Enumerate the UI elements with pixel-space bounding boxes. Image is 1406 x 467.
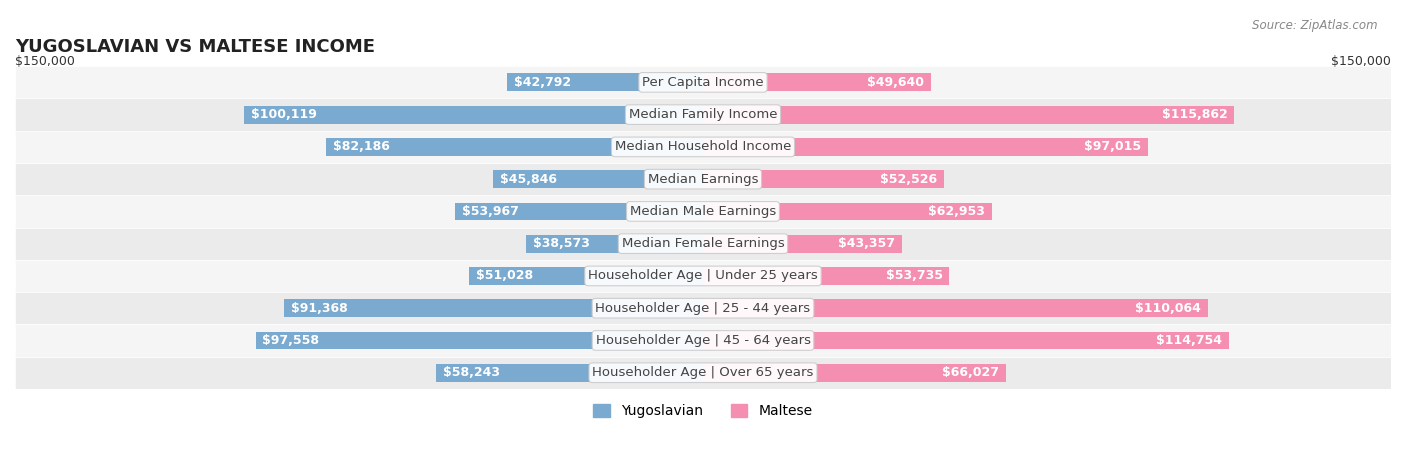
Bar (436, 364, 703, 382)
Bar (470, 267, 703, 285)
Bar (492, 170, 703, 188)
Text: $114,754: $114,754 (1157, 334, 1222, 347)
Text: $100,119: $100,119 (250, 108, 316, 121)
Legend: Yugoslavian, Maltese: Yugoslavian, Maltese (588, 399, 818, 424)
Text: $150,000: $150,000 (1331, 55, 1391, 68)
Text: $43,357: $43,357 (838, 237, 896, 250)
Bar (456, 203, 703, 220)
Text: Median Earnings: Median Earnings (648, 173, 758, 186)
Text: Householder Age | 25 - 44 years: Householder Age | 25 - 44 years (595, 302, 811, 315)
Bar (703, 267, 949, 285)
Text: $45,846: $45,846 (499, 173, 557, 186)
Text: $97,558: $97,558 (263, 334, 319, 347)
Bar (703, 106, 1234, 123)
FancyBboxPatch shape (15, 66, 1391, 99)
Bar (243, 106, 703, 123)
Text: $42,792: $42,792 (513, 76, 571, 89)
FancyBboxPatch shape (15, 195, 1391, 227)
Bar (703, 138, 1147, 156)
Text: $66,027: $66,027 (942, 366, 1000, 379)
Text: Median Household Income: Median Household Income (614, 141, 792, 153)
FancyBboxPatch shape (15, 357, 1391, 389)
Bar (703, 299, 1208, 317)
FancyBboxPatch shape (15, 163, 1391, 195)
Text: $91,368: $91,368 (291, 302, 347, 315)
Text: $82,186: $82,186 (333, 141, 389, 153)
Bar (703, 73, 931, 91)
Bar (703, 332, 1229, 349)
Text: $150,000: $150,000 (15, 55, 75, 68)
Text: Per Capita Income: Per Capita Income (643, 76, 763, 89)
Text: YUGOSLAVIAN VS MALTESE INCOME: YUGOSLAVIAN VS MALTESE INCOME (15, 38, 375, 57)
FancyBboxPatch shape (15, 324, 1391, 357)
Text: Householder Age | Under 25 years: Householder Age | Under 25 years (588, 269, 818, 283)
Text: Median Family Income: Median Family Income (628, 108, 778, 121)
Bar (284, 299, 703, 317)
Bar (526, 235, 703, 253)
Text: $51,028: $51,028 (475, 269, 533, 283)
Text: $49,640: $49,640 (868, 76, 924, 89)
Text: $110,064: $110,064 (1135, 302, 1201, 315)
FancyBboxPatch shape (15, 131, 1391, 163)
Bar (703, 364, 1005, 382)
Bar (703, 170, 943, 188)
Text: Householder Age | 45 - 64 years: Householder Age | 45 - 64 years (596, 334, 810, 347)
Text: Median Male Earnings: Median Male Earnings (630, 205, 776, 218)
Text: $38,573: $38,573 (533, 237, 591, 250)
FancyBboxPatch shape (15, 227, 1391, 260)
Text: $62,953: $62,953 (928, 205, 984, 218)
FancyBboxPatch shape (15, 260, 1391, 292)
Text: $58,243: $58,243 (443, 366, 499, 379)
Text: Source: ZipAtlas.com: Source: ZipAtlas.com (1253, 19, 1378, 32)
FancyBboxPatch shape (15, 99, 1391, 131)
Text: Householder Age | Over 65 years: Householder Age | Over 65 years (592, 366, 814, 379)
Text: $53,735: $53,735 (886, 269, 942, 283)
FancyBboxPatch shape (15, 292, 1391, 324)
Text: $53,967: $53,967 (463, 205, 519, 218)
Bar (506, 73, 703, 91)
Bar (703, 235, 901, 253)
Text: $52,526: $52,526 (880, 173, 936, 186)
Bar (326, 138, 703, 156)
Text: $115,862: $115,862 (1161, 108, 1227, 121)
Text: Median Female Earnings: Median Female Earnings (621, 237, 785, 250)
Text: $97,015: $97,015 (1084, 141, 1142, 153)
Bar (703, 203, 991, 220)
Bar (256, 332, 703, 349)
